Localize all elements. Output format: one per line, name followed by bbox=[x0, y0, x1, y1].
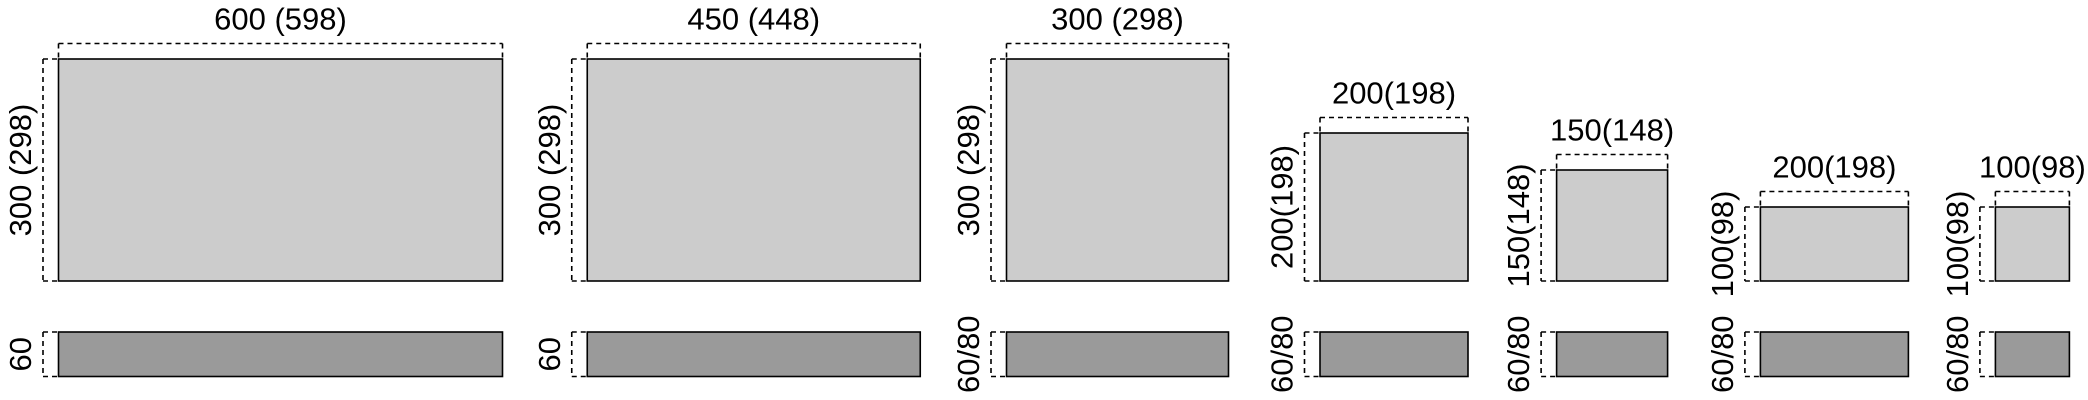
svg-text:60/80: 60/80 bbox=[1501, 315, 1536, 393]
svg-text:60/80: 60/80 bbox=[1940, 315, 1975, 393]
svg-text:60/80: 60/80 bbox=[1705, 315, 1740, 393]
svg-text:300 (298): 300 (298) bbox=[3, 104, 38, 237]
svg-text:100(98): 100(98) bbox=[1705, 191, 1740, 298]
svg-text:60: 60 bbox=[3, 337, 38, 371]
svg-text:450 (448): 450 (448) bbox=[687, 2, 820, 37]
svg-text:300 (298): 300 (298) bbox=[532, 104, 567, 237]
svg-text:200(198): 200(198) bbox=[1265, 145, 1300, 269]
svg-text:150(148): 150(148) bbox=[1501, 163, 1536, 287]
svg-text:200(198): 200(198) bbox=[1332, 76, 1456, 111]
svg-text:60: 60 bbox=[532, 337, 567, 371]
svg-text:600 (598): 600 (598) bbox=[214, 2, 347, 37]
svg-text:100(98): 100(98) bbox=[1940, 191, 1975, 298]
svg-text:60/80: 60/80 bbox=[951, 315, 986, 393]
svg-text:200(198): 200(198) bbox=[1772, 150, 1896, 185]
svg-text:300 (298): 300 (298) bbox=[951, 104, 986, 237]
svg-text:300 (298): 300 (298) bbox=[1051, 2, 1184, 37]
svg-text:100(98): 100(98) bbox=[1979, 150, 2086, 185]
svg-text:150(148): 150(148) bbox=[1550, 113, 1674, 148]
svg-text:60/80: 60/80 bbox=[1265, 315, 1300, 393]
